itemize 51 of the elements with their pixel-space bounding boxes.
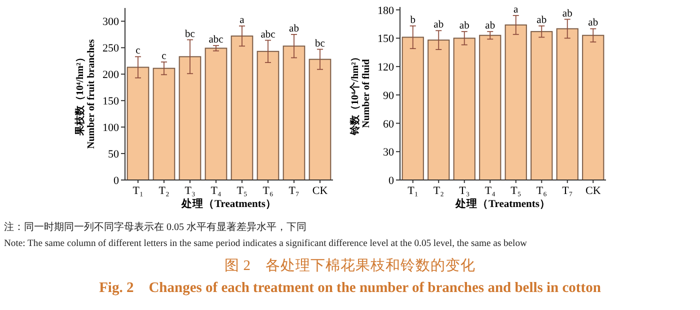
x-tick-label: T₄ (210, 185, 222, 197)
y-tick-label: 90 (383, 90, 394, 102)
annotation: ab (434, 20, 444, 31)
x-tick-label: T₂ (433, 185, 444, 197)
x-tick-label: T₁ (132, 185, 144, 197)
annotation: b (410, 14, 416, 26)
annotation: ab (485, 20, 496, 32)
footer: 注：同一时期同一列不同字母表示在 0.05 水平有显著差异水平，下同 Note: The same column of different letters in the same period indicates a significant difference level at the 0.05 level, the same as below 图 2 各处理下棉花果枝和铃数的变化 Fig. 2 Changes of each treatment on the number of branches and bells in cotton (4, 222, 601, 296)
y-tick-label: 150 (378, 33, 394, 46)
annotation: abc (260, 29, 276, 40)
x-tick-label: CK (585, 185, 601, 197)
x-tick-label: T₃ (459, 185, 470, 197)
annotation: a (514, 4, 519, 16)
y-tick-label: 120 (378, 62, 394, 74)
x-tick-label: T₆ (536, 185, 548, 197)
y-tick-label: 200 (102, 69, 120, 82)
y-tick-label: 180 (378, 4, 394, 17)
y-axis-title: 铃数（10⁴个/hm²） Number of fluid (349, 52, 372, 136)
x-tick-label: CK (312, 185, 328, 197)
annotation: a (240, 14, 245, 26)
y-tick-label: 250 (102, 42, 120, 55)
annotation: abc (208, 34, 224, 46)
x-tick-label: T₇ (288, 185, 300, 197)
y-tick-label: 30 (383, 146, 394, 159)
annotation: ab (562, 8, 572, 20)
x-tick-label: T₁ (408, 185, 418, 197)
x-tick-label: T₂ (158, 185, 170, 197)
annotation: ab (289, 23, 299, 34)
x-tick-label: T₄ (484, 185, 496, 197)
annotation: ab (536, 14, 547, 26)
y-tick-label: 0 (114, 175, 120, 187)
y-tick-label: 60 (383, 118, 394, 130)
x-axis-title: 处理（Treatments） (180, 197, 276, 210)
y-tick-label: 50 (108, 148, 120, 161)
x-axis-title: 处理（Treatments） (454, 197, 550, 210)
x-tick-label: T₆ (262, 185, 274, 197)
y-tick-label: 100 (102, 122, 120, 134)
annotation: bc (185, 28, 196, 40)
annotation: c (136, 46, 141, 57)
y-axis-title: 果枝数（10⁴/hm²） Number of fruit branches (74, 39, 97, 149)
annotation: c (162, 50, 167, 62)
annotation: ab (588, 18, 598, 29)
y-tick-label: 300 (102, 16, 120, 28)
annotation: ab (459, 20, 470, 32)
x-tick-label: T₃ (184, 185, 196, 197)
y-tick-label: 150 (102, 96, 120, 108)
x-tick-label: T₅ (510, 185, 522, 197)
y-tick-label: 0 (388, 175, 394, 187)
annotation: bc (315, 38, 326, 50)
x-tick-label: T₇ (562, 185, 573, 197)
x-tick-label: T₅ (236, 185, 248, 197)
